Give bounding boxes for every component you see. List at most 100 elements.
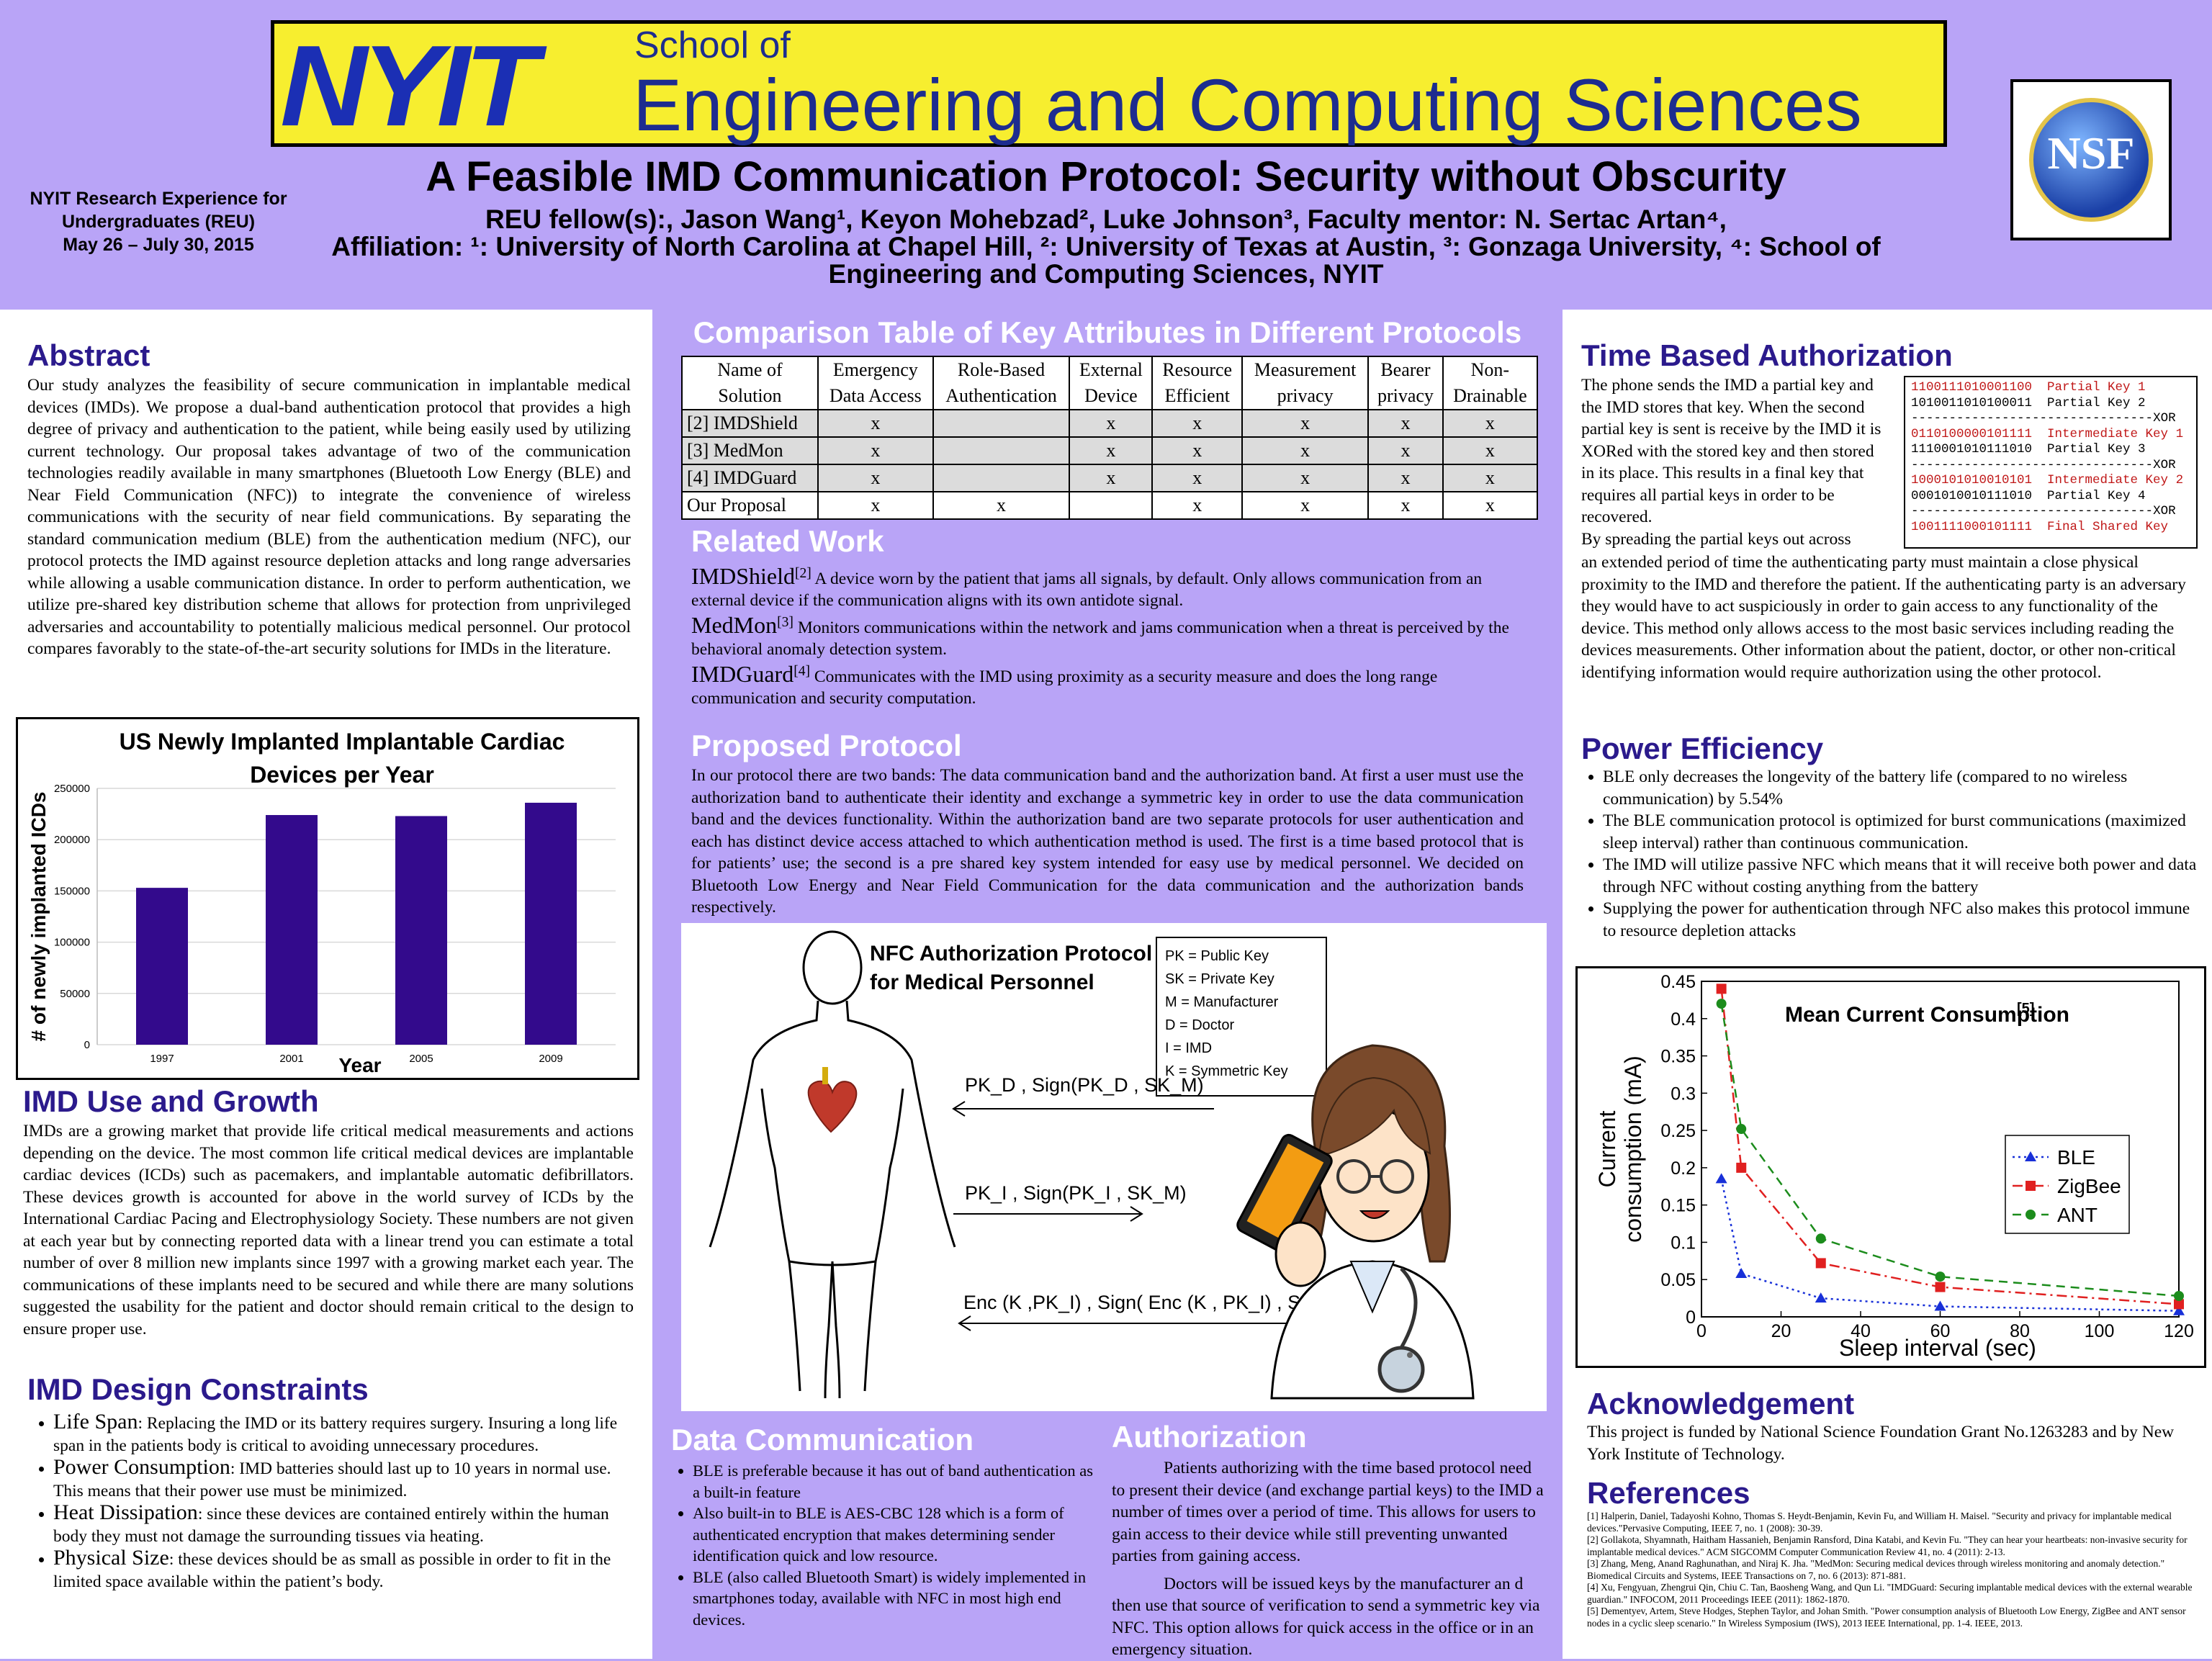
- table-cell: [2] IMDShield: [681, 409, 819, 438]
- table-cell: x: [1069, 464, 1154, 492]
- table-header: Measurement privacy: [1241, 356, 1370, 410]
- power-section: Power Efficiency BLE only decreases the …: [1581, 732, 2200, 942]
- table-cell: x: [1442, 436, 1539, 465]
- reference-item: [4] Xu, Fengyuan, Zhengrui Qin, Chiu C. …: [1587, 1582, 2193, 1605]
- reu-line: Undergraduates (REU): [61, 212, 256, 232]
- data-point: [1736, 1162, 1747, 1173]
- xor-bits: 0110100000101111: [1911, 426, 2033, 441]
- y-tick-label: 0.4: [1671, 1009, 1696, 1030]
- school-banner: NYIT School of Engineering and Computing…: [271, 20, 1947, 147]
- bar: [136, 888, 188, 1045]
- acknowledgement-section: Acknowledgement This project is funded b…: [1587, 1387, 2198, 1465]
- imd-use-text: IMDs are a growing market that provide l…: [23, 1122, 634, 1338]
- x-tick-label: 80: [2010, 1321, 2030, 1341]
- xor-bits: 1010011010100011: [1911, 395, 2033, 410]
- y-tick-label: 0.45: [1660, 972, 1696, 992]
- affiliation-line: Engineering and Computing Sciences, NYIT: [828, 259, 1384, 289]
- doctor-illustration: [1236, 1044, 1475, 1400]
- data-point: [1736, 1124, 1747, 1135]
- constraints-section: IMD Design Constraints Life Span: Replac…: [27, 1372, 631, 1593]
- data-comm-heading: Data Communication: [671, 1423, 974, 1457]
- references-section: References [1] Halperin, Daniel, Tadayos…: [1587, 1476, 2198, 1629]
- table-cell: x: [817, 464, 934, 492]
- table-cell: x: [817, 436, 934, 465]
- y-tick-label: 0.15: [1660, 1196, 1696, 1216]
- data-point: [2174, 1291, 2184, 1302]
- abstract-section: Abstract Our study analyzes the feasibil…: [27, 338, 631, 660]
- xor-bits: 1110001010111010: [1911, 442, 2033, 456]
- time-auth-section: Time Based Authorization: [1581, 338, 2200, 373]
- xor-label: Partial Key 3: [2032, 442, 2146, 456]
- related-item: IMDShield[2] A device worn by the patien…: [691, 563, 1519, 612]
- table-cell: [932, 409, 1071, 438]
- constraint-item: Power Consumption: IMD batteries should …: [53, 1456, 631, 1502]
- y-tick-label: 0.1: [1671, 1233, 1696, 1253]
- authorization-text: Patients authorizing with the time based…: [1112, 1457, 1544, 1661]
- x-tick-label: 40: [1851, 1321, 1871, 1341]
- xor-line: 1100111010001100 Partial Key 1: [1911, 380, 2190, 396]
- table-cell: x: [1241, 491, 1370, 520]
- reu-line: NYIT Research Experience for: [30, 189, 287, 209]
- comparison-heading: Comparison Table of Key Attributes in Di…: [693, 315, 1522, 349]
- table-cell: [1069, 491, 1154, 520]
- xor-label: XOR: [2153, 457, 2176, 472]
- list-item: BLE only decreases the longevity of the …: [1603, 766, 2200, 810]
- table-cell: [4] IMDGuard: [681, 464, 819, 492]
- y-tick-label: 50000: [60, 988, 90, 1000]
- table-cell: Our Proposal: [681, 491, 819, 520]
- power-list: BLE only decreases the longevity of the …: [1581, 766, 2200, 942]
- authorization-p1: Patients authorizing with the time based…: [1112, 1459, 1544, 1565]
- constraint-text: : Replacing the IMD or its battery requi…: [53, 1414, 618, 1455]
- reference-item: [1] Halperin, Daniel, Tadayoshi Kohno, T…: [1587, 1511, 2172, 1534]
- table-cell: x: [932, 491, 1071, 520]
- related-text: Communicates with the IMD using proximit…: [691, 667, 1438, 708]
- constraint-item: Life Span: Replacing the IMD or its batt…: [53, 1410, 631, 1457]
- proposed-text: In our protocol there are two bands: The…: [691, 766, 1524, 917]
- human-body-outline: [709, 930, 956, 1399]
- table-header: External Device: [1069, 356, 1154, 410]
- xor-label: XOR: [2153, 411, 2176, 426]
- acknowledgement-text: This project is funded by National Scien…: [1587, 1423, 2175, 1464]
- xor-label: Partial Key 2: [2032, 395, 2146, 410]
- table-header: Emergency Data Access: [817, 356, 934, 410]
- references-list: [1] Halperin, Daniel, Tadayoshi Kohno, T…: [1587, 1511, 2198, 1629]
- nsf-logo: NSF: [2010, 79, 2172, 240]
- legend-entry: ZigBee: [2057, 1175, 2121, 1197]
- data-point: [2025, 1151, 2036, 1161]
- affiliation-line: Affiliation: ¹: University of North Caro…: [331, 232, 1881, 261]
- table-cell: x: [1367, 464, 1444, 492]
- y-tick-label: 0.3: [1671, 1084, 1696, 1104]
- data-point: [1735, 1267, 1748, 1278]
- data-point: [1935, 1271, 1946, 1282]
- y-tick-label: 100000: [54, 937, 90, 949]
- xor-label: Partial Key 4: [2032, 488, 2146, 503]
- xor-bits: 0001010010111010: [1911, 488, 2033, 503]
- data-comm-section: Data Communication BLE is preferable bec…: [671, 1423, 1103, 1630]
- legend-entry: BLE: [2057, 1146, 2095, 1169]
- xor-label: Intermediate Key 2: [2032, 473, 2184, 487]
- authors-block: REU fellow(s):, Jason Wang¹, Keyon Moheb…: [288, 206, 1924, 288]
- reference-item: [3] Zhang, Meng, Anand Raghunathan, and …: [1587, 1558, 2165, 1581]
- list-item: BLE is preferable because it has out of …: [693, 1460, 1103, 1503]
- legend-entry: K = Symmetric Key: [1165, 1063, 1288, 1079]
- xor-label: Intermediate Key 1: [2032, 426, 2184, 441]
- reference-item: [2] Gollakota, Shyamnath, Haitham Hassan…: [1587, 1534, 2188, 1557]
- x-tick-label: 2001: [279, 1053, 303, 1065]
- xor-line: 1001111000101111 Final Shared Key: [1911, 520, 2190, 536]
- xor-bits: --------------------------------: [1911, 411, 2154, 426]
- xor-line: --------------------------------XOR: [1911, 411, 2190, 427]
- time-auth-para: The phone sends the IMD a partial key an…: [1581, 376, 1881, 526]
- data-point: [1716, 999, 1727, 1009]
- time-auth-text-bottom: an extended period of time the authentic…: [1581, 553, 2186, 682]
- arrow-left-icon: [952, 1101, 1214, 1117]
- nfc-legend: PK = Public Key SK = Private Key M = Man…: [1165, 948, 1288, 1079]
- time-auth-para2: By spreading the partial keys out across: [1581, 529, 1851, 549]
- related-heading: Related Work: [691, 524, 884, 558]
- y-tick-label: 0: [84, 1039, 90, 1051]
- y-tick-label: 0.25: [1660, 1121, 1696, 1141]
- acknowledgement-heading: Acknowledgement: [1587, 1387, 1855, 1421]
- xor-bits: --------------------------------: [1911, 457, 2154, 472]
- bar: [525, 802, 577, 1045]
- table-row: [4] IMDGuard x x x x x x: [681, 464, 1539, 492]
- related-text: A device worn by the patient that jams a…: [691, 569, 1483, 611]
